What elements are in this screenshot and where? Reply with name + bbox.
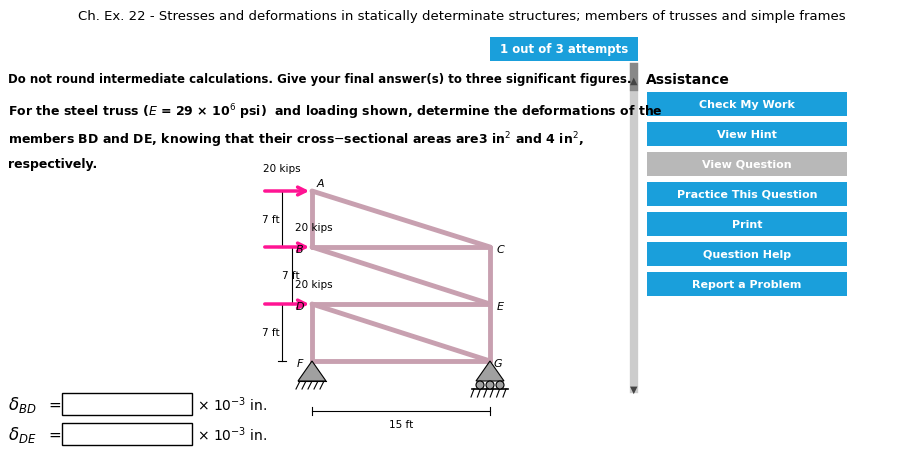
Circle shape: [486, 381, 494, 389]
Text: 1 out of 3 attempts: 1 out of 3 attempts: [500, 44, 629, 56]
Text: A: A: [317, 179, 324, 188]
FancyBboxPatch shape: [62, 393, 192, 415]
Text: ▲: ▲: [630, 76, 638, 86]
Text: =: =: [48, 397, 61, 412]
Text: B: B: [296, 244, 304, 255]
Text: 20 kips: 20 kips: [295, 223, 332, 232]
Text: 15 ft: 15 ft: [389, 419, 414, 429]
FancyBboxPatch shape: [647, 243, 847, 266]
Text: Do not round intermediate calculations. Give your final answer(s) to three signi: Do not round intermediate calculations. …: [8, 73, 631, 86]
Text: D: D: [295, 301, 305, 311]
Polygon shape: [298, 361, 326, 381]
Text: members BD and DE, knowing that their cross$-$sectional areas are3 in$^{2}$ and : members BD and DE, knowing that their cr…: [8, 130, 583, 149]
FancyBboxPatch shape: [647, 272, 847, 296]
FancyBboxPatch shape: [647, 153, 847, 176]
FancyBboxPatch shape: [647, 93, 847, 117]
Text: respectively.: respectively.: [8, 158, 97, 171]
Text: Practice This Question: Practice This Question: [677, 189, 817, 200]
Text: Assistance: Assistance: [646, 73, 730, 87]
Text: $\delta_{BD}$: $\delta_{BD}$: [8, 394, 37, 414]
Text: $\times$ 10$^{-3}$ in.: $\times$ 10$^{-3}$ in.: [197, 425, 268, 444]
Text: 20 kips: 20 kips: [263, 163, 301, 174]
Circle shape: [496, 381, 504, 389]
Text: Print: Print: [732, 219, 762, 230]
FancyBboxPatch shape: [647, 182, 847, 206]
Text: G: G: [494, 358, 502, 368]
Text: =: =: [48, 426, 61, 442]
Text: F: F: [297, 358, 303, 368]
Text: For the steel truss ($\mathit{E}$ = 29 × 10$^{6}$ psi)  and loading shown, deter: For the steel truss ($\mathit{E}$ = 29 ×…: [8, 102, 663, 121]
Text: View Question: View Question: [702, 160, 792, 169]
FancyBboxPatch shape: [62, 423, 192, 445]
Text: $\delta_{DE}$: $\delta_{DE}$: [8, 424, 37, 444]
Polygon shape: [476, 361, 504, 381]
Text: 7 ft: 7 ft: [262, 214, 280, 225]
Text: 7 ft: 7 ft: [262, 328, 280, 338]
Circle shape: [476, 381, 484, 389]
Text: Ch. Ex. 22 - Stresses and deformations in statically determinate structures; mem: Ch. Ex. 22 - Stresses and deformations i…: [78, 10, 845, 23]
Text: View Hint: View Hint: [717, 130, 777, 140]
Text: ▼: ▼: [630, 384, 638, 394]
Text: 20 kips: 20 kips: [295, 279, 332, 289]
FancyBboxPatch shape: [647, 213, 847, 237]
Text: E: E: [497, 301, 504, 311]
Text: Question Help: Question Help: [703, 250, 791, 259]
Text: $\times$ 10$^{-3}$ in.: $\times$ 10$^{-3}$ in.: [197, 395, 268, 413]
FancyBboxPatch shape: [647, 123, 847, 147]
Text: C: C: [497, 244, 504, 255]
Text: Report a Problem: Report a Problem: [692, 279, 802, 289]
FancyBboxPatch shape: [490, 38, 638, 62]
Text: 7 ft: 7 ft: [282, 271, 300, 281]
Text: Check My Work: Check My Work: [699, 100, 795, 110]
